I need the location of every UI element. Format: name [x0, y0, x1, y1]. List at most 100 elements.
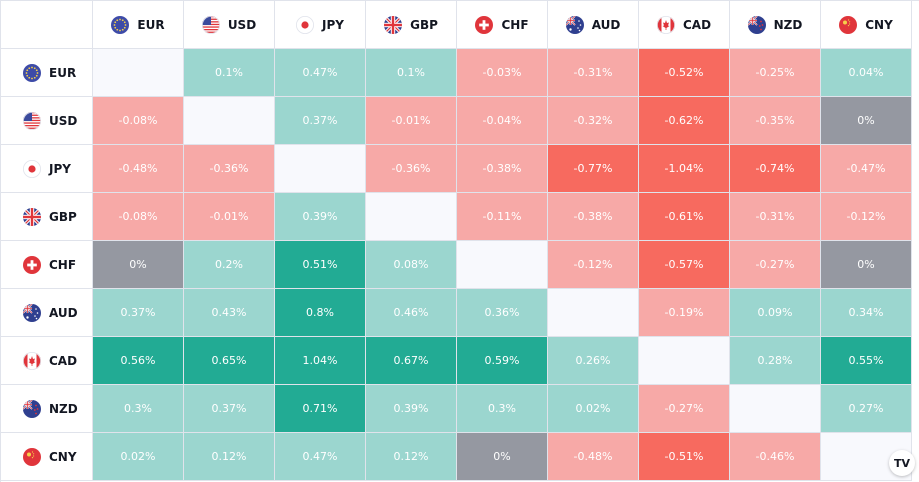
- heatmap-cell-cny-chf[interactable]: 0%: [457, 433, 548, 481]
- heatmap-cell-chf-nzd[interactable]: -0.27%: [730, 241, 821, 289]
- heatmap-cell-nzd-chf[interactable]: 0.3%: [457, 385, 548, 433]
- column-header-jpy[interactable]: JPY: [275, 1, 366, 49]
- heatmap-cell-cad-eur[interactable]: 0.56%: [93, 337, 184, 385]
- heatmap-cell-jpy-gbp[interactable]: -0.36%: [366, 145, 457, 193]
- heatmap-cell-chf-aud[interactable]: -0.12%: [548, 241, 639, 289]
- heatmap-cell-cad-chf[interactable]: 0.59%: [457, 337, 548, 385]
- heatmap-cell-eur-jpy[interactable]: 0.47%: [275, 49, 366, 97]
- heatmap-cell-gbp-nzd[interactable]: -0.31%: [730, 193, 821, 241]
- column-header-eur[interactable]: EUR: [93, 1, 184, 49]
- heatmap-cell-nzd-aud[interactable]: 0.02%: [548, 385, 639, 433]
- heatmap-cell-nzd-nzd[interactable]: [730, 385, 821, 433]
- heatmap-cell-gbp-chf[interactable]: -0.11%: [457, 193, 548, 241]
- column-header-chf[interactable]: CHF: [457, 1, 548, 49]
- heatmap-cell-cny-jpy[interactable]: 0.47%: [275, 433, 366, 481]
- column-header-cad[interactable]: CAD: [639, 1, 730, 49]
- heatmap-cell-usd-cny[interactable]: 0%: [821, 97, 912, 145]
- heatmap-cell-jpy-cny[interactable]: -0.47%: [821, 145, 912, 193]
- heatmap-cell-eur-eur[interactable]: [93, 49, 184, 97]
- heatmap-cell-chf-jpy[interactable]: 0.51%: [275, 241, 366, 289]
- heatmap-cell-nzd-jpy[interactable]: 0.71%: [275, 385, 366, 433]
- heatmap-cell-cad-nzd[interactable]: 0.28%: [730, 337, 821, 385]
- heatmap-cell-jpy-eur[interactable]: -0.48%: [93, 145, 184, 193]
- row-header-gbp[interactable]: GBP: [1, 193, 93, 241]
- heatmap-cell-usd-aud[interactable]: -0.32%: [548, 97, 639, 145]
- column-header-nzd[interactable]: NZD: [730, 1, 821, 49]
- heatmap-cell-aud-usd[interactable]: 0.43%: [184, 289, 275, 337]
- heatmap-cell-eur-nzd[interactable]: -0.25%: [730, 49, 821, 97]
- heatmap-cell-usd-eur[interactable]: -0.08%: [93, 97, 184, 145]
- row-header-cad[interactable]: CAD: [1, 337, 93, 385]
- column-header-aud[interactable]: AUD: [548, 1, 639, 49]
- heatmap-cell-chf-eur[interactable]: 0%: [93, 241, 184, 289]
- row-header-eur[interactable]: EUR: [1, 49, 93, 97]
- heatmap-cell-usd-gbp[interactable]: -0.01%: [366, 97, 457, 145]
- heatmap-cell-cad-aud[interactable]: 0.26%: [548, 337, 639, 385]
- row-header-usd[interactable]: USD: [1, 97, 93, 145]
- heatmap-cell-jpy-usd[interactable]: -0.36%: [184, 145, 275, 193]
- heatmap-cell-eur-chf[interactable]: -0.03%: [457, 49, 548, 97]
- heatmap-cell-cny-cad[interactable]: -0.51%: [639, 433, 730, 481]
- heatmap-cell-cny-nzd[interactable]: -0.46%: [730, 433, 821, 481]
- heatmap-cell-gbp-gbp[interactable]: [366, 193, 457, 241]
- heatmap-cell-chf-usd[interactable]: 0.2%: [184, 241, 275, 289]
- column-header-cny[interactable]: CNY: [821, 1, 912, 49]
- heatmap-cell-aud-jpy[interactable]: 0.8%: [275, 289, 366, 337]
- heatmap-cell-cny-aud[interactable]: -0.48%: [548, 433, 639, 481]
- heatmap-cell-gbp-cad[interactable]: -0.61%: [639, 193, 730, 241]
- heatmap-cell-aud-gbp[interactable]: 0.46%: [366, 289, 457, 337]
- heatmap-cell-gbp-usd[interactable]: -0.01%: [184, 193, 275, 241]
- row-header-jpy[interactable]: JPY: [1, 145, 93, 193]
- heatmap-cell-usd-nzd[interactable]: -0.35%: [730, 97, 821, 145]
- heatmap-cell-aud-eur[interactable]: 0.37%: [93, 289, 184, 337]
- heatmap-cell-cad-gbp[interactable]: 0.67%: [366, 337, 457, 385]
- heatmap-cell-aud-chf[interactable]: 0.36%: [457, 289, 548, 337]
- heatmap-cell-nzd-eur[interactable]: 0.3%: [93, 385, 184, 433]
- heatmap-cell-chf-gbp[interactable]: 0.08%: [366, 241, 457, 289]
- row-header-cny[interactable]: CNY: [1, 433, 93, 481]
- heatmap-cell-cny-eur[interactable]: 0.02%: [93, 433, 184, 481]
- heatmap-cell-chf-chf[interactable]: [457, 241, 548, 289]
- heatmap-cell-jpy-jpy[interactable]: [275, 145, 366, 193]
- heatmap-cell-usd-chf[interactable]: -0.04%: [457, 97, 548, 145]
- heatmap-cell-eur-usd[interactable]: 0.1%: [184, 49, 275, 97]
- heatmap-cell-cny-usd[interactable]: 0.12%: [184, 433, 275, 481]
- heatmap-cell-usd-usd[interactable]: [184, 97, 275, 145]
- heatmap-cell-usd-cad[interactable]: -0.62%: [639, 97, 730, 145]
- ca-flag-icon: [656, 15, 675, 34]
- heatmap-cell-cny-gbp[interactable]: 0.12%: [366, 433, 457, 481]
- heatmap-cell-aud-cad[interactable]: -0.19%: [639, 289, 730, 337]
- heatmap-cell-gbp-aud[interactable]: -0.38%: [548, 193, 639, 241]
- heatmap-cell-jpy-aud[interactable]: -0.77%: [548, 145, 639, 193]
- heatmap-cell-cad-usd[interactable]: 0.65%: [184, 337, 275, 385]
- heatmap-cell-gbp-eur[interactable]: -0.08%: [93, 193, 184, 241]
- heatmap-cell-eur-gbp[interactable]: 0.1%: [366, 49, 457, 97]
- heatmap-cell-jpy-chf[interactable]: -0.38%: [457, 145, 548, 193]
- heatmap-cell-usd-jpy[interactable]: 0.37%: [275, 97, 366, 145]
- heatmap-cell-eur-cad[interactable]: -0.52%: [639, 49, 730, 97]
- heatmap-cell-eur-aud[interactable]: -0.31%: [548, 49, 639, 97]
- heatmap-cell-aud-aud[interactable]: [548, 289, 639, 337]
- heatmap-cell-cad-cad[interactable]: [639, 337, 730, 385]
- row-header-chf[interactable]: CHF: [1, 241, 93, 289]
- column-header-usd[interactable]: USD: [184, 1, 275, 49]
- heatmap-cell-aud-nzd[interactable]: 0.09%: [730, 289, 821, 337]
- column-header-gbp[interactable]: GBP: [366, 1, 457, 49]
- heatmap-cell-cad-cny[interactable]: 0.55%: [821, 337, 912, 385]
- heatmap-cell-cad-jpy[interactable]: 1.04%: [275, 337, 366, 385]
- heatmap-cell-chf-cny[interactable]: 0%: [821, 241, 912, 289]
- heatmap-cell-nzd-cad[interactable]: -0.27%: [639, 385, 730, 433]
- heatmap-cell-jpy-nzd[interactable]: -0.74%: [730, 145, 821, 193]
- heatmap-cell-eur-cny[interactable]: 0.04%: [821, 49, 912, 97]
- heatmap-cell-chf-cad[interactable]: -0.57%: [639, 241, 730, 289]
- heatmap-cell-gbp-jpy[interactable]: 0.39%: [275, 193, 366, 241]
- heatmap-cell-aud-cny[interactable]: 0.34%: [821, 289, 912, 337]
- heatmap-cell-nzd-usd[interactable]: 0.37%: [184, 385, 275, 433]
- heatmap-cell-jpy-cad[interactable]: -1.04%: [639, 145, 730, 193]
- row-header-aud[interactable]: AUD: [1, 289, 93, 337]
- tradingview-logo[interactable]: TV: [889, 450, 915, 476]
- heatmap-cell-nzd-gbp[interactable]: 0.39%: [366, 385, 457, 433]
- row-header-nzd[interactable]: NZD: [1, 385, 93, 433]
- heatmap-cell-gbp-cny[interactable]: -0.12%: [821, 193, 912, 241]
- heatmap-cell-nzd-cny[interactable]: 0.27%: [821, 385, 912, 433]
